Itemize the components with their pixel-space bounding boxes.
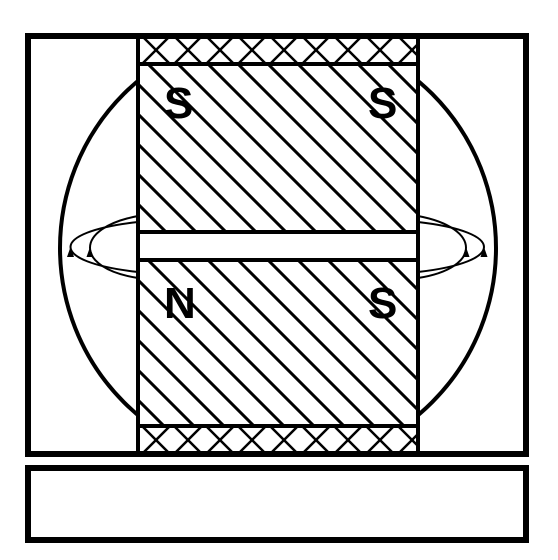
- pole-label-bottom-left: N: [164, 279, 196, 328]
- crosshatch-bottom-fill: [138, 426, 418, 454]
- pole-label-top-right: S: [368, 79, 397, 128]
- pole-label-bottom-right: S: [368, 279, 397, 328]
- pole-label-top-left: S: [164, 79, 193, 128]
- crosshatch-top-fill: [138, 36, 418, 64]
- air-gap-fill: [138, 232, 418, 260]
